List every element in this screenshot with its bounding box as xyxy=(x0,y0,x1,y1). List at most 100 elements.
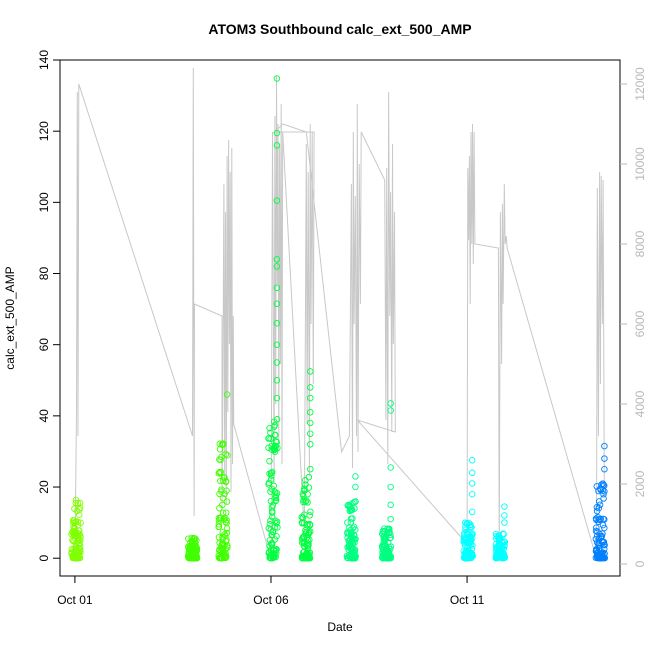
data-point-outlier xyxy=(223,391,231,398)
data-point xyxy=(345,543,353,550)
data-point xyxy=(351,539,358,546)
data-point xyxy=(267,517,274,524)
y-tick-label: 20 xyxy=(37,480,51,494)
data-point xyxy=(493,544,501,552)
data-point-outlier xyxy=(601,455,608,462)
data-point xyxy=(347,505,355,512)
data-point xyxy=(301,543,309,550)
data-point xyxy=(595,504,603,512)
data-point xyxy=(221,554,228,561)
data-point xyxy=(601,488,608,495)
data-point xyxy=(272,493,279,500)
data-point xyxy=(271,421,279,429)
data-point xyxy=(301,511,308,518)
x-tick-label: Oct 06 xyxy=(253,593,289,607)
y-tick-label: 100 xyxy=(37,192,51,212)
y2-tick-label: 2000 xyxy=(633,470,647,497)
data-point xyxy=(462,526,469,534)
data-point-outlier xyxy=(468,469,476,477)
secondary-series-line xyxy=(74,67,605,561)
data-point-outlier xyxy=(387,464,394,471)
data-point xyxy=(222,553,230,560)
data-point xyxy=(187,546,194,554)
data-point xyxy=(595,554,602,562)
data-point xyxy=(493,533,500,540)
data-point xyxy=(599,530,606,537)
data-point xyxy=(306,554,313,562)
data-point xyxy=(270,418,278,425)
data-point xyxy=(74,521,82,529)
data-point xyxy=(298,519,306,526)
data-point xyxy=(223,516,230,524)
data-point-outlier xyxy=(273,300,281,308)
data-point xyxy=(382,542,389,550)
data-point xyxy=(352,535,359,543)
data-point xyxy=(216,446,224,453)
data-point xyxy=(305,529,313,536)
data-point xyxy=(271,536,279,543)
data-point xyxy=(379,542,386,550)
data-point xyxy=(188,537,196,545)
data-point xyxy=(347,507,355,514)
data-point xyxy=(344,528,351,536)
data-point xyxy=(215,470,223,477)
data-point xyxy=(270,482,278,490)
data-point xyxy=(74,518,81,526)
point-cluster-7 xyxy=(460,457,476,562)
point-cluster-8 xyxy=(492,503,509,562)
data-point xyxy=(351,554,359,562)
data-point xyxy=(219,441,227,448)
data-point xyxy=(492,541,500,548)
point-cluster-1 xyxy=(184,534,201,562)
data-point xyxy=(272,546,280,554)
y2-tick-label: 6000 xyxy=(633,310,647,337)
data-point xyxy=(69,554,76,561)
data-point xyxy=(267,429,274,436)
y2-tick-label: 4000 xyxy=(633,390,647,417)
data-point xyxy=(501,541,508,549)
data-point xyxy=(385,547,392,555)
data-point-outlier xyxy=(468,490,476,498)
data-point xyxy=(462,523,469,531)
data-point xyxy=(224,452,231,459)
y2-tick-label: 0 xyxy=(633,560,647,567)
data-point-outlier xyxy=(501,512,508,519)
data-point-outlier xyxy=(273,377,281,384)
data-point xyxy=(223,519,230,527)
y-axis-label: calc_ext_500_AMP xyxy=(3,266,17,369)
data-point xyxy=(217,514,224,521)
data-point xyxy=(221,490,228,498)
data-point xyxy=(77,548,84,556)
y-axis-left: 0 20 40 60 80 100 120 140 xyxy=(37,50,60,562)
data-point xyxy=(218,541,225,549)
data-point-outlier xyxy=(601,465,608,473)
data-point xyxy=(72,543,80,550)
y-tick-label: 0 xyxy=(37,555,51,562)
plot-frame xyxy=(59,59,621,577)
data-point xyxy=(599,480,607,487)
data-point-outlier xyxy=(307,465,314,473)
data-point xyxy=(70,552,78,560)
data-point xyxy=(306,551,313,559)
data-point-outlier xyxy=(307,394,314,402)
data-point xyxy=(351,532,358,539)
data-point xyxy=(76,536,83,543)
point-cluster-4 xyxy=(298,368,314,562)
data-point-outlier xyxy=(273,320,281,327)
data-point xyxy=(381,537,389,545)
point-cluster-0 xyxy=(68,496,84,562)
data-point xyxy=(347,545,354,552)
data-point xyxy=(593,483,601,490)
data-point xyxy=(594,514,602,521)
data-point xyxy=(188,534,195,542)
data-point xyxy=(185,544,192,552)
data-point xyxy=(304,490,311,498)
data-point xyxy=(300,542,308,550)
data-point-outlier xyxy=(468,508,476,516)
data-point xyxy=(271,445,279,453)
data-point xyxy=(72,552,80,560)
data-point xyxy=(215,517,223,524)
data-point xyxy=(601,545,608,553)
data-point xyxy=(222,509,230,516)
